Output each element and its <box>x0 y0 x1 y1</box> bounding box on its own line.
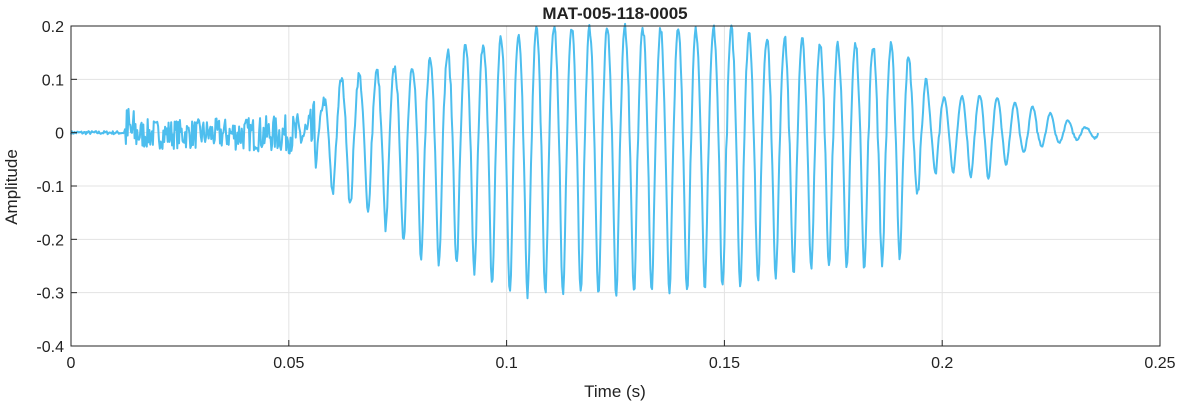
y-tick-label: -0.1 <box>36 179 64 196</box>
y-tick-label: -0.2 <box>36 232 64 249</box>
x-axis-label: Time (s) <box>584 382 646 401</box>
tick-labels: 0 0.05 0.1 0.15 0.2 0.25 0.2 0.1 0 -0.1 -0.2 -0.3 -0… <box>36 19 1175 372</box>
x-tick-label: 0.25 <box>1144 355 1175 372</box>
x-tick-label: 0.2 <box>931 355 953 372</box>
x-tick-label: 0 <box>67 355 76 372</box>
x-tick-label: 0.05 <box>273 355 304 372</box>
y-tick-label: -0.4 <box>36 339 64 356</box>
y-tick-label: 0.2 <box>42 19 64 36</box>
y-tick-label: -0.3 <box>36 286 64 303</box>
series-line <box>70 22 1100 300</box>
x-tick-label: 0.1 <box>495 355 517 372</box>
y-tick-label: 0 <box>55 126 64 143</box>
chart-title: MAT-005-118-0005 <box>542 4 687 23</box>
series-group <box>70 22 1100 300</box>
y-tick-label: 0.1 <box>42 72 64 89</box>
x-tick-label: 0.15 <box>709 355 740 372</box>
y-axis-label: Amplitude <box>2 149 21 225</box>
